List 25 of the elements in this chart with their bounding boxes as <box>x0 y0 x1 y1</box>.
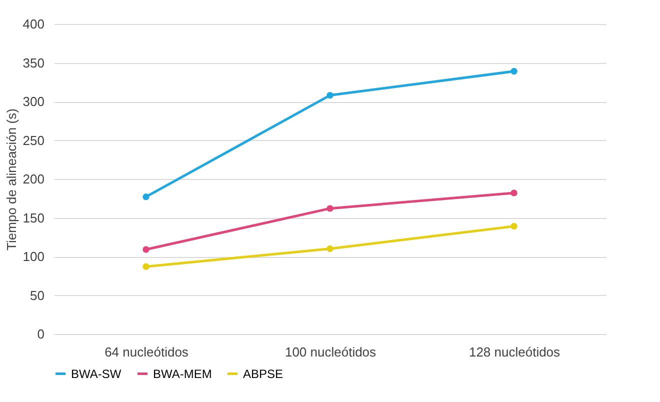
y-tick-label: 200 <box>22 172 44 186</box>
x-tick-label: 64 nucleótidos <box>104 344 189 360</box>
legend-label: BWA-SW <box>71 366 122 381</box>
point <box>510 190 518 196</box>
y-tick-label: 300 <box>22 94 44 109</box>
legend-label: BWA-MEM <box>153 366 212 381</box>
y-tick-label: 150 <box>22 210 44 226</box>
y-axis-title: Tiempo de alineación (s) <box>4 108 19 250</box>
point <box>510 68 518 75</box>
point <box>326 92 334 99</box>
legend-label: ABPSE <box>243 366 284 381</box>
y-tick-label: 0 <box>37 326 44 342</box>
y-tick-label: 250 <box>22 132 44 148</box>
point <box>510 222 518 230</box>
point <box>326 205 334 212</box>
y-tick-label: 400 <box>22 16 44 32</box>
x-tick-label: 128 nucleótidos <box>468 344 561 360</box>
y-tick-label: 350 <box>22 55 44 70</box>
y-tick-label: 50 <box>30 288 44 303</box>
point <box>326 245 334 252</box>
point <box>142 263 150 270</box>
point <box>142 193 150 200</box>
point <box>142 246 150 253</box>
x-tick-label: 100 nucleótidos <box>284 344 377 360</box>
y-tick-label: 100 <box>22 249 44 264</box>
